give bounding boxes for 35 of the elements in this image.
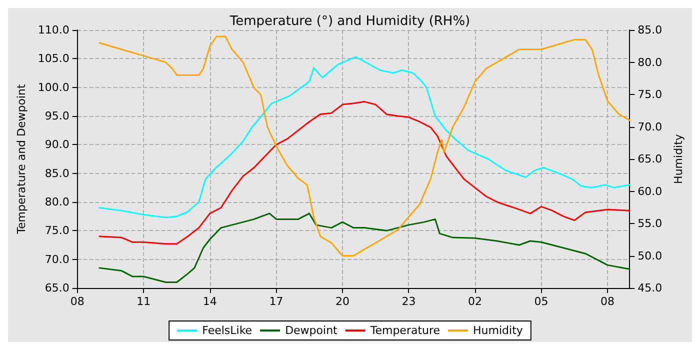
- y-tick-label: 85.0: [44, 166, 70, 180]
- y-tick-label: 90.0: [44, 138, 70, 152]
- y2-tick-label: 70.0: [638, 120, 662, 134]
- x-tick-label: 17: [269, 295, 284, 308]
- x-tick-label: 08: [70, 295, 84, 308]
- chart-title: Temperature (°) and Humidity (RH%): [228, 14, 470, 29]
- y2-tick-label: 85.0: [638, 24, 662, 36]
- y2-tick-label: 80.0: [638, 56, 662, 69]
- y2-tick-label: 75.0: [638, 88, 662, 101]
- x-tick-label: 05: [534, 295, 548, 308]
- y2-tick-label: 45.0: [638, 282, 662, 294]
- legend-label: Temperature: [369, 324, 440, 337]
- y-tick-label: 80.0: [44, 196, 70, 208]
- x-tick-label: 20: [335, 295, 350, 308]
- x-tick-label: 23: [402, 295, 416, 308]
- legend-label: FeelsLike: [202, 324, 252, 337]
- y2-axis-title: Humidity: [672, 134, 685, 184]
- x-tick-label: 02: [468, 295, 482, 308]
- x-tick-label: 11: [136, 295, 151, 308]
- y-tick-label: 110.0: [38, 24, 70, 36]
- x-tick-label: 08: [600, 295, 615, 308]
- y-tick-label: 65.0: [44, 282, 70, 294]
- legend-label: Dewpoint: [285, 324, 338, 337]
- y2-tick-label: 55.0: [638, 217, 662, 230]
- y-tick-label: 75.0: [44, 224, 70, 238]
- x-tick-label: 14: [202, 295, 217, 308]
- legend-label: Humidity: [473, 324, 524, 337]
- y2-tick-label: 50.0: [638, 249, 662, 262]
- y-axis-title: Temperature and Dewpoint: [15, 83, 28, 235]
- y-tick-label: 105.0: [38, 52, 70, 66]
- y-tick-label: 70.0: [44, 252, 70, 266]
- y2-tick-label: 60.0: [638, 184, 662, 198]
- y-tick-label: 95.0: [44, 110, 70, 122]
- y-tick-label: 100.0: [38, 80, 70, 94]
- y2-tick-label: 65.0: [638, 152, 662, 166]
